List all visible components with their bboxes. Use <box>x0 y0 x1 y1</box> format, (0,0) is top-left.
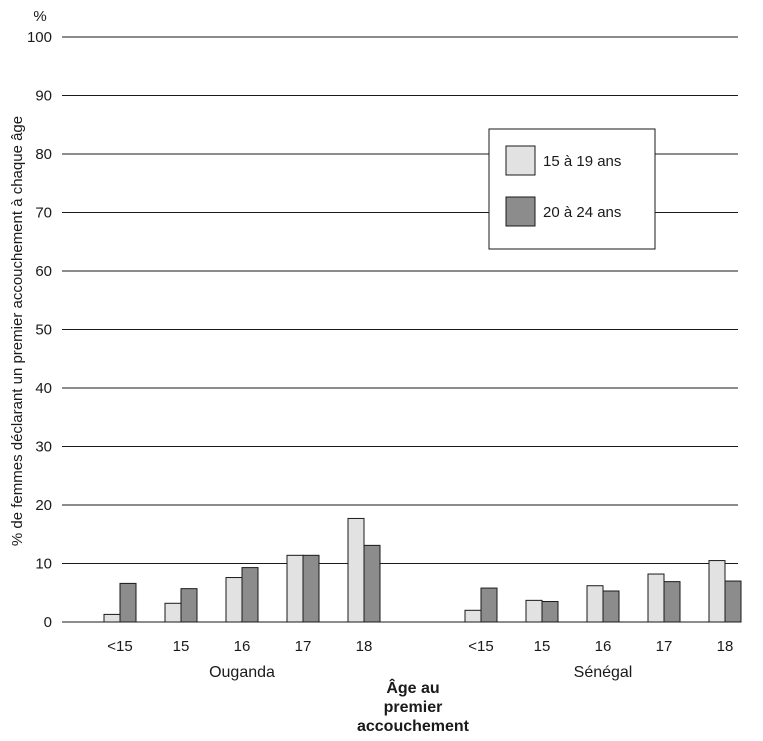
x-axis-label: Âge au premier accouchement <box>357 678 470 735</box>
y-tick-label: 70 <box>35 205 52 222</box>
legend: 15 à 19 ans 20 à 24 ans <box>488 128 656 250</box>
bar-sénégal-2-s1 <box>602 590 620 623</box>
y-ticks: 0 10 20 30 40 50 60 70 80 90 100 <box>27 29 52 631</box>
bar-sénégal-1-s0 <box>525 599 543 623</box>
bars <box>103 517 742 623</box>
x-tick-label: <15 <box>107 638 132 655</box>
legend-label: 15 à 19 ans <box>543 153 621 170</box>
bar-ouganda-0-s1 <box>119 582 137 623</box>
bar-sénégal-0-s1 <box>480 587 498 623</box>
bar-ouganda-4-s1 <box>363 544 381 623</box>
y-tick-label: 90 <box>35 88 52 105</box>
legend-swatch <box>505 145 536 176</box>
bar-sénégal-1-s1 <box>541 601 559 623</box>
y-tick-label: 10 <box>35 556 52 573</box>
x-tick-label: <15 <box>468 638 493 655</box>
bar-ouganda-2-s0 <box>225 577 243 623</box>
group-label: Ouganda <box>209 664 275 681</box>
x-tick-label: 16 <box>234 638 251 655</box>
y-tick-label: 0 <box>44 614 52 631</box>
x-tick-label: 18 <box>356 638 373 655</box>
bar-ouganda-4-s0 <box>347 517 365 623</box>
bar-ouganda-3-s0 <box>286 554 304 623</box>
x-tick-label: 17 <box>656 638 673 655</box>
bar-ouganda-0-s0 <box>103 613 121 623</box>
bar-ouganda-2-s1 <box>241 567 259 623</box>
bar-ouganda-1-s1 <box>180 588 198 623</box>
y-tick-label: 50 <box>35 322 52 339</box>
x-tick-label: 15 <box>534 638 551 655</box>
legend-swatch <box>505 196 536 227</box>
group-labels: Ouganda Sénégal <box>209 664 632 681</box>
x-tick-label: 17 <box>295 638 312 655</box>
bar-sénégal-3-s1 <box>663 581 681 623</box>
bar-sénégal-4-s1 <box>724 580 742 623</box>
bar-sénégal-2-s0 <box>586 585 604 623</box>
y-tick-label: 60 <box>35 263 52 280</box>
bar-ouganda-3-s1 <box>302 554 320 623</box>
y-axis-label: % de femmes déclarant un premier accouch… <box>9 116 26 546</box>
group-label: Sénégal <box>574 664 633 681</box>
x-tick-label: 16 <box>595 638 612 655</box>
x-axis-label-line: accouchement <box>357 718 470 735</box>
y-tick-label: 20 <box>35 497 52 514</box>
y-tick-label: 40 <box>35 380 52 397</box>
x-tick-label: 18 <box>717 638 734 655</box>
y-unit-label: % <box>33 8 46 25</box>
x-axis-label-line: premier <box>384 699 443 716</box>
x-axis-label-line: Âge au <box>386 678 439 697</box>
x-ticks: <15 15 16 17 18 <15 15 16 17 18 <box>107 638 733 655</box>
bar-ouganda-1-s0 <box>164 602 182 623</box>
bar-sénégal-3-s0 <box>647 573 665 623</box>
x-tick-label: 15 <box>173 638 190 655</box>
bar-sénégal-0-s0 <box>464 609 482 623</box>
gridlines <box>62 36 738 623</box>
y-tick-label: 100 <box>27 29 52 46</box>
bar-sénégal-4-s0 <box>708 560 726 623</box>
y-tick-label: 80 <box>35 146 52 163</box>
y-tick-label: 30 <box>35 439 52 456</box>
legend-label: 20 à 24 ans <box>543 204 621 221</box>
